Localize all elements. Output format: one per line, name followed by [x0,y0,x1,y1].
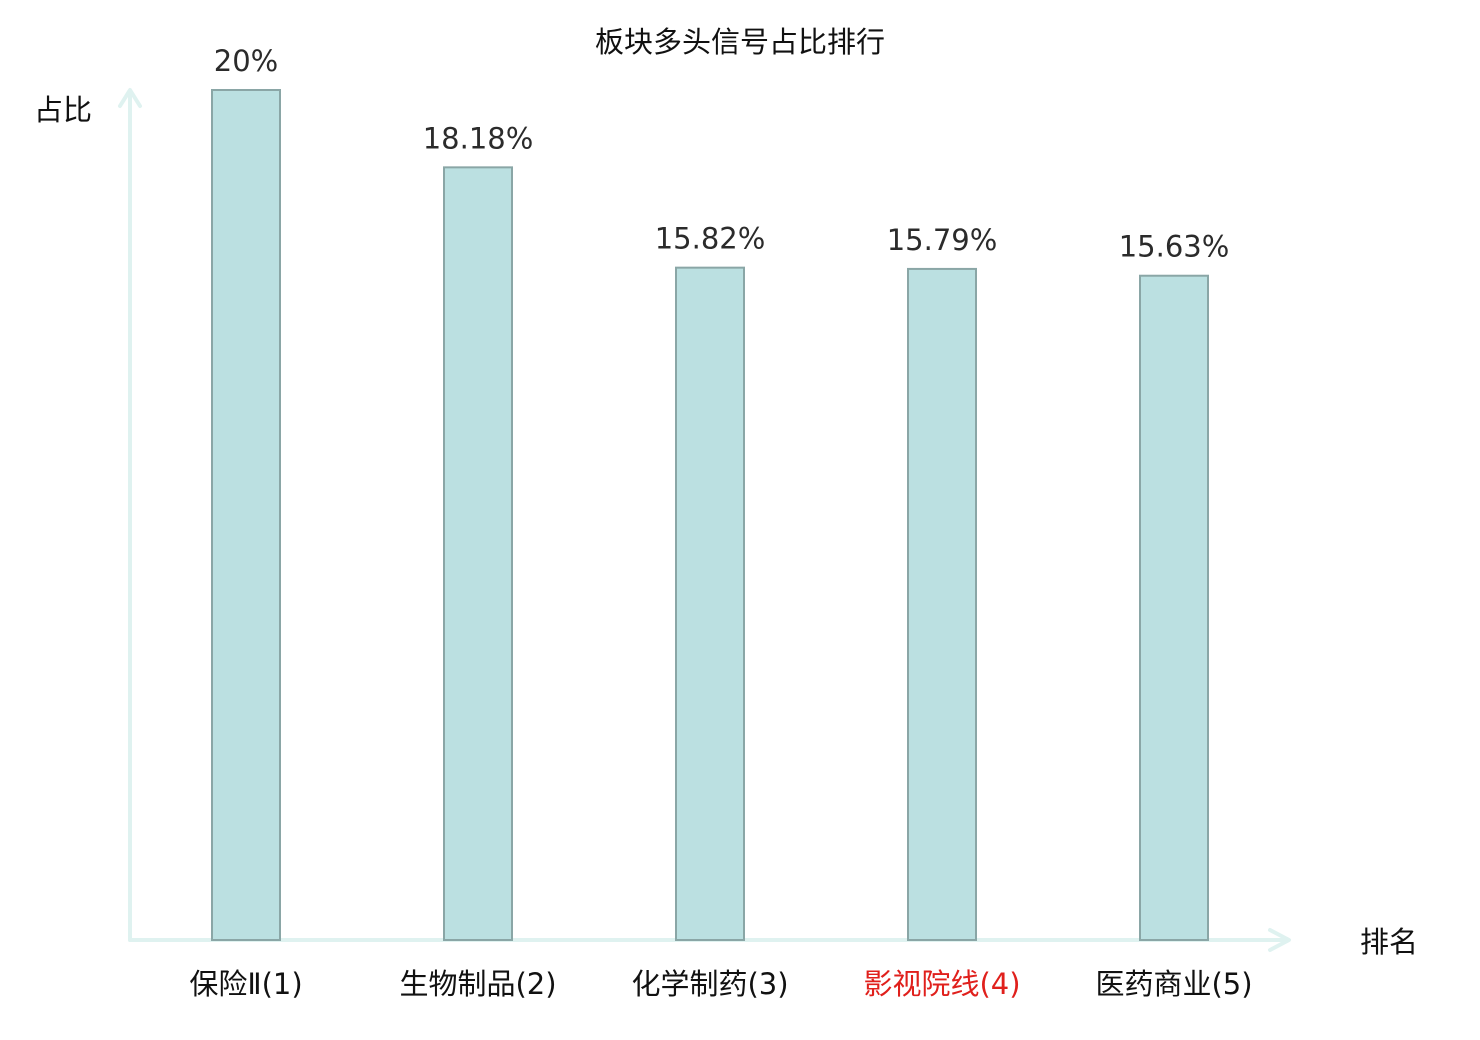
category-label-3: 化学制药(3) [631,967,788,1001]
bar-5 [1139,274,1209,942]
category-label-1: 保险Ⅱ(1) [189,967,302,1001]
value-label-2: 18.18% [423,121,534,155]
bar-3 [675,266,745,941]
x-axis-arrow-icon [1268,928,1291,952]
value-label-1: 20% [214,44,278,78]
value-label-5: 15.63% [1119,230,1230,264]
y-axis-title: 占比 [34,93,92,127]
category-label-5: 医药商业(5) [1095,967,1252,1001]
chart-title: 板块多头信号占比排行 [595,25,885,59]
bar-1 [211,89,281,941]
category-label-4: 影视院线(4) [863,967,1020,1001]
bars-layer [211,89,1209,942]
value-label-3: 15.82% [655,222,766,256]
bar-2 [443,166,513,942]
x-axis-title: 排名 [1360,925,1418,959]
value-label-4: 15.79% [887,223,998,257]
category-label-2: 生物制品(2) [399,967,556,1001]
category-labels-layer: 保险Ⅱ(1) 生物制品(2) 化学制药(3) 影视院线(4) 医药商业(5) [189,967,1252,1001]
y-axis-arrow-icon [118,88,142,108]
bar-4 [907,267,977,941]
value-labels-layer: 20% 18.18% 15.82% 15.79% 15.63% [214,44,1230,264]
